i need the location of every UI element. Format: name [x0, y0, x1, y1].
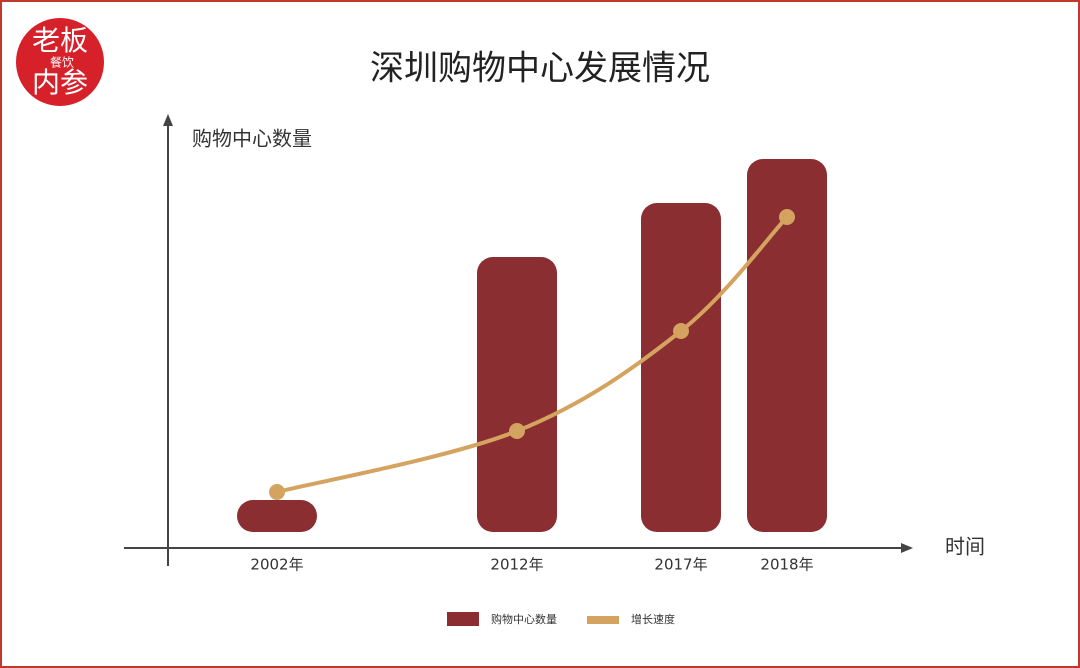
y-arrow: [163, 114, 173, 126]
logo-text: 内参: [32, 66, 88, 99]
line: [276, 215, 789, 494]
point: [779, 209, 795, 225]
x-axis-label: 时间: [945, 535, 985, 559]
y-axis-label: 购物中心数量: [192, 127, 312, 151]
bar: [747, 159, 827, 532]
x-tick-label: 2002年: [250, 556, 303, 574]
x-tick-label: 2017年: [654, 556, 707, 574]
x-arrow: [901, 543, 913, 553]
bar: [477, 257, 557, 532]
chart-title: 深圳购物中心发展情况: [370, 49, 710, 89]
point: [509, 423, 525, 439]
bar: [641, 203, 721, 532]
logo-badge: 餐饮: [50, 55, 74, 70]
legend-label: 购物中心数量: [491, 612, 557, 626]
logo-text: 老板: [32, 24, 88, 57]
legend-swatch: [447, 612, 479, 626]
logo: 老板 内参 餐饮: [16, 18, 104, 106]
point: [673, 323, 689, 339]
legend-label: 增长速度: [631, 612, 675, 626]
x-tick-label: 2012年: [490, 556, 543, 574]
x-tick-label: 2018年: [760, 556, 813, 574]
bar: [237, 500, 317, 532]
logo-circle: [16, 18, 104, 106]
legend-swatch: [587, 616, 619, 624]
point: [269, 484, 285, 500]
